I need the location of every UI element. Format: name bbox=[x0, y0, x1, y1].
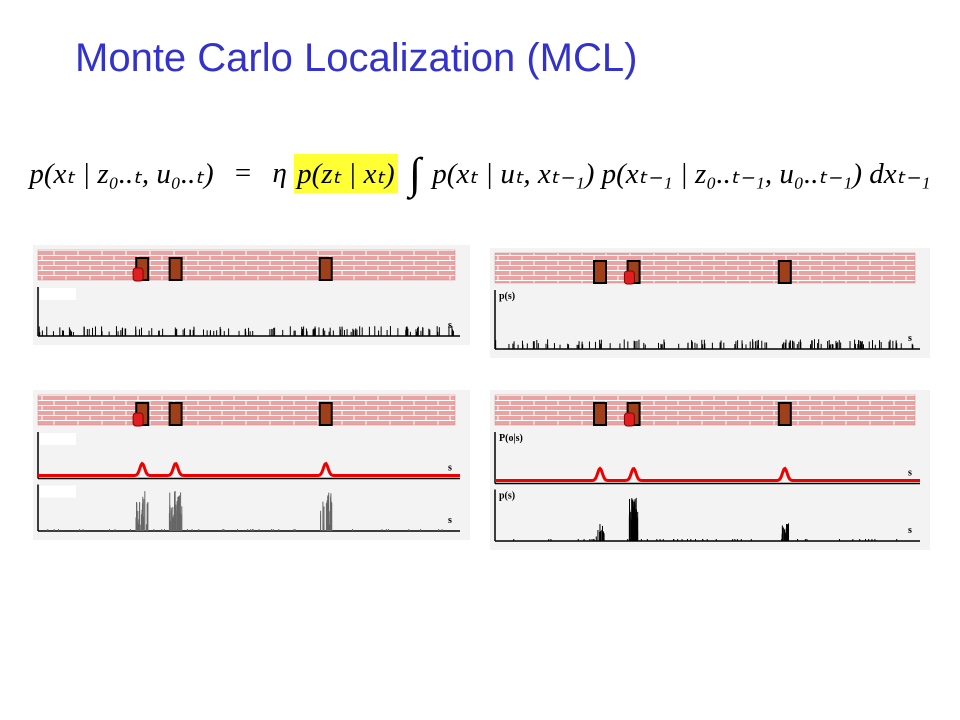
x-axis-label: s bbox=[908, 525, 912, 536]
door bbox=[135, 257, 150, 281]
x-axis-label: s bbox=[448, 515, 452, 526]
sensor-model bbox=[38, 461, 460, 477]
wall bbox=[494, 394, 916, 426]
door bbox=[593, 402, 607, 426]
door bbox=[777, 402, 792, 426]
door bbox=[593, 260, 607, 284]
y-axis-label: p(s) bbox=[499, 291, 515, 302]
equation-lhs: p(xₜ | z₀..ₜ, u₀..ₜ) bbox=[29, 158, 214, 190]
y-axis-label: p(s) bbox=[499, 491, 515, 502]
equation-integral: ∫ bbox=[408, 149, 422, 198]
y-axis-label: P(o|s) bbox=[499, 433, 523, 444]
panel-background bbox=[490, 390, 930, 550]
robot bbox=[132, 267, 144, 282]
x-axis-label: s bbox=[908, 468, 912, 479]
x-axis-label: s bbox=[448, 320, 452, 331]
panel: P(o|s) s p(s) s bbox=[490, 390, 930, 550]
door bbox=[626, 402, 641, 426]
wall bbox=[494, 252, 916, 284]
door bbox=[318, 402, 333, 426]
equation-eta: η bbox=[272, 157, 287, 189]
wall bbox=[37, 394, 456, 426]
equation-likelihood: p(zₜ | xₜ) bbox=[294, 154, 398, 193]
equation-equals: = bbox=[234, 157, 252, 189]
panel-background bbox=[490, 248, 930, 358]
panel: ss bbox=[33, 390, 470, 540]
sensor-model bbox=[495, 466, 920, 482]
door bbox=[318, 257, 333, 281]
door bbox=[626, 260, 641, 284]
door bbox=[168, 257, 183, 281]
panel: s bbox=[33, 245, 470, 345]
panel: p(s) s bbox=[490, 248, 930, 358]
door bbox=[168, 402, 183, 426]
equation-rhs: p(xₜ | uₜ, xₜ₋₁) p(xₜ₋₁ | z₀..ₜ₋₁, u₀..ₜ… bbox=[432, 158, 931, 190]
label-mask bbox=[40, 433, 76, 445]
label-mask bbox=[40, 485, 76, 498]
robot bbox=[623, 270, 635, 285]
slide-title: Monte Carlo Localization (MCL) bbox=[75, 36, 638, 80]
door bbox=[135, 402, 150, 426]
wall bbox=[37, 249, 456, 281]
panel-background bbox=[33, 390, 470, 540]
robot bbox=[623, 412, 635, 427]
panel-background bbox=[33, 245, 470, 345]
x-axis-label: s bbox=[908, 333, 912, 344]
robot bbox=[132, 412, 144, 427]
door bbox=[777, 260, 792, 284]
label-mask bbox=[40, 288, 76, 300]
equation: p(xₜ | z₀..ₜ, u₀..ₜ) = η p(zₜ | xₜ) ∫ p(… bbox=[0, 148, 960, 199]
x-axis-label: s bbox=[448, 463, 452, 474]
